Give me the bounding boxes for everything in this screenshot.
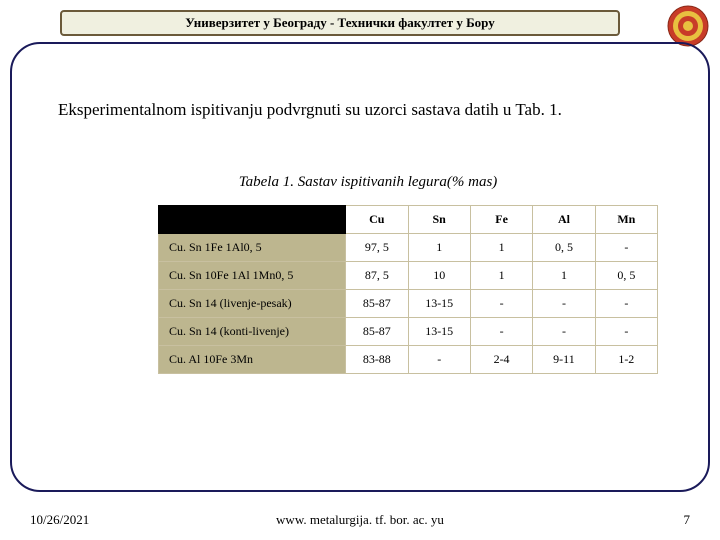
table-row: Cu. Sn 14 (konti-livenje) 85-87 13-15 - … <box>159 318 658 346</box>
col-head: Sn <box>408 206 470 234</box>
cell: 83-88 <box>346 346 408 374</box>
footer-url: www. metalurgija. tf. bor. ac. yu <box>0 512 720 528</box>
cell: - <box>595 234 657 262</box>
header-banner: Универзитет у Београду - Технички факулт… <box>60 10 620 36</box>
row-name: Cu. Sn 14 (livenje-pesak) <box>159 290 346 318</box>
cell: 1 <box>533 262 595 290</box>
cell: 1 <box>408 234 470 262</box>
table-row: Cu. Sn 1Fe 1Al0, 5 97, 5 1 1 0, 5 - <box>159 234 658 262</box>
cell: 0, 5 <box>533 234 595 262</box>
cell: - <box>533 318 595 346</box>
intro-text: Eksperimentalnom ispitivanju podvrgnuti … <box>58 100 678 120</box>
col-head: Cu <box>346 206 408 234</box>
cell: 10 <box>408 262 470 290</box>
cell: - <box>595 318 657 346</box>
cell: 1-2 <box>595 346 657 374</box>
alloy-composition-table: Cu Sn Fe Al Mn Cu. Sn 1Fe 1Al0, 5 97, 5 … <box>158 205 658 374</box>
cell: - <box>408 346 470 374</box>
row-name: Cu. Al 10Fe 3Mn <box>159 346 346 374</box>
footer-page: 7 <box>684 512 691 528</box>
table-caption: Tabela 1. Sastav ispitivanih legura(% ma… <box>58 174 678 191</box>
cell: 97, 5 <box>346 234 408 262</box>
cell: 0, 5 <box>595 262 657 290</box>
table-row: Cu. Sn 14 (livenje-pesak) 85-87 13-15 - … <box>159 290 658 318</box>
cell: 85-87 <box>346 290 408 318</box>
table-row: Cu. Sn 10Fe 1Al 1Mn0, 5 87, 5 10 1 1 0, … <box>159 262 658 290</box>
col-head: Al <box>533 206 595 234</box>
row-name: Cu. Sn 1Fe 1Al0, 5 <box>159 234 346 262</box>
cell: 1 <box>470 234 532 262</box>
cell: 2-4 <box>470 346 532 374</box>
cell: - <box>470 290 532 318</box>
table-header-row: Cu Sn Fe Al Mn <box>159 206 658 234</box>
col-head: Fe <box>470 206 532 234</box>
cell: 1 <box>470 262 532 290</box>
cell: 13-15 <box>408 290 470 318</box>
table-row: Cu. Al 10Fe 3Mn 83-88 - 2-4 9-11 1-2 <box>159 346 658 374</box>
table-body: Cu. Sn 1Fe 1Al0, 5 97, 5 1 1 0, 5 - Cu. … <box>159 234 658 374</box>
cell: 85-87 <box>346 318 408 346</box>
cell: - <box>470 318 532 346</box>
cell: - <box>595 290 657 318</box>
footer: 10/26/2021 www. metalurgija. tf. bor. ac… <box>0 512 720 532</box>
cell: 13-15 <box>408 318 470 346</box>
cell: - <box>533 290 595 318</box>
table-corner-cell <box>159 206 346 234</box>
row-name: Cu. Sn 10Fe 1Al 1Mn0, 5 <box>159 262 346 290</box>
row-name: Cu. Sn 14 (konti-livenje) <box>159 318 346 346</box>
cell: 87, 5 <box>346 262 408 290</box>
cell: 9-11 <box>533 346 595 374</box>
header-title: Универзитет у Београду - Технички факулт… <box>185 15 495 31</box>
slide-content: Eksperimentalnom ispitivanju podvrgnuti … <box>58 100 678 374</box>
col-head: Mn <box>595 206 657 234</box>
